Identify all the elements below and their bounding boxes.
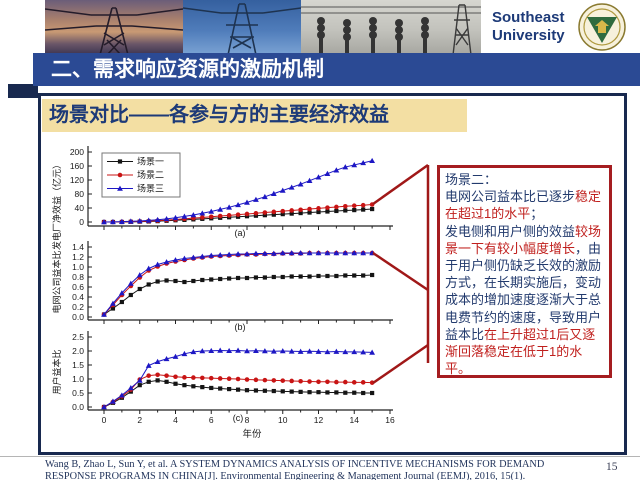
callout-text: 场景二： 电网公司益本比已逐步稳定在超过1的水平； 发电侧和用户侧的效益较场景一下有… bbox=[445, 172, 601, 376]
callout-segment: 发电侧和用户侧的效益 bbox=[445, 223, 576, 239]
svg-text:0.0: 0.0 bbox=[72, 312, 84, 322]
pylon-silhouette-icon bbox=[183, 3, 301, 55]
transmission-tower-silhouette-icon bbox=[45, 7, 183, 55]
svg-text:年份: 年份 bbox=[242, 428, 262, 440]
svg-text:场景一: 场景一 bbox=[137, 157, 164, 167]
svg-text:0.2: 0.2 bbox=[72, 302, 84, 312]
svg-text:0: 0 bbox=[102, 415, 107, 425]
svg-text:0.0: 0.0 bbox=[72, 402, 84, 412]
svg-text:0.5: 0.5 bbox=[72, 388, 84, 398]
svg-text:16: 16 bbox=[385, 415, 395, 425]
blue-sky-pylon-photo bbox=[183, 0, 301, 55]
footer-divider bbox=[0, 456, 640, 457]
svg-text:2.0: 2.0 bbox=[72, 346, 84, 356]
svg-text:0.6: 0.6 bbox=[72, 282, 84, 292]
svg-text:场景三: 场景三 bbox=[137, 184, 164, 194]
citation-text: Wang B, Zhao L, Sun Y, et al. A SYSTEM D… bbox=[45, 459, 545, 480]
svg-text:14: 14 bbox=[350, 415, 360, 425]
svg-text:发电厂净效益（亿元）: 发电厂净效益（亿元） bbox=[51, 160, 62, 250]
slide-title: 二、需求响应资源的激励机制 bbox=[51, 58, 324, 81]
svg-text:(b): (b) bbox=[235, 322, 246, 332]
svg-text:4: 4 bbox=[173, 415, 178, 425]
callout-segment: ； bbox=[530, 206, 544, 222]
svg-text:2: 2 bbox=[137, 415, 142, 425]
svg-text:10: 10 bbox=[278, 415, 288, 425]
callout-segment: 稳定在超过1的水平 bbox=[445, 189, 602, 222]
svg-text:80: 80 bbox=[75, 189, 85, 199]
title-bar: 二、需求响应资源的激励机制 bbox=[33, 53, 640, 86]
university-seal-logo bbox=[577, 2, 627, 52]
svg-text:1.0: 1.0 bbox=[72, 262, 84, 272]
seal-icon bbox=[578, 3, 626, 51]
title-accent-square bbox=[8, 84, 38, 98]
svg-text:40: 40 bbox=[75, 203, 85, 213]
svg-text:2.5: 2.5 bbox=[72, 332, 84, 342]
callout-segment: 场景二： bbox=[445, 172, 498, 187]
header-banner: Southeast University bbox=[0, 0, 640, 55]
svg-text:(a): (a) bbox=[235, 228, 246, 238]
svg-text:1.4: 1.4 bbox=[72, 242, 84, 252]
callout-segment: 电网公司益本比已逐步 bbox=[445, 189, 576, 205]
svg-text:200: 200 bbox=[70, 147, 84, 157]
substation-photo bbox=[301, 0, 481, 55]
callout-segment: 在上升超过1后又逐渐回落稳定在低于1的水平。 bbox=[445, 326, 596, 377]
callout-segment: 较场景一下有较小幅度增长 bbox=[445, 223, 602, 256]
svg-text:0: 0 bbox=[79, 217, 84, 227]
svg-text:用户益本比: 用户益本比 bbox=[51, 349, 62, 394]
svg-text:场景二: 场景二 bbox=[137, 170, 164, 180]
subtitle-highlight: 场景对比——各参与方的主要经济效益 bbox=[42, 99, 467, 132]
svg-text:12: 12 bbox=[314, 415, 324, 425]
svg-text:160: 160 bbox=[70, 161, 84, 171]
svg-text:8: 8 bbox=[245, 415, 250, 425]
svg-text:1.2: 1.2 bbox=[72, 252, 84, 262]
svg-text:120: 120 bbox=[70, 175, 84, 185]
svg-text:0.8: 0.8 bbox=[72, 272, 84, 282]
university-name: Southeast University bbox=[492, 9, 565, 44]
substation-equipment-icon bbox=[301, 4, 481, 55]
callout-segment: ，由于用户侧仍缺乏长效的激励方式，在长期实施后，变动成本的增加速度逐渐大于总电费… bbox=[445, 240, 602, 342]
svg-text:6: 6 bbox=[209, 415, 214, 425]
callout-box: 场景二： 电网公司益本比已逐步稳定在超过1的水平； 发电侧和用户侧的效益较场景一下有… bbox=[437, 165, 612, 378]
svg-text:1.0: 1.0 bbox=[72, 374, 84, 384]
svg-text:(c): (c) bbox=[233, 413, 244, 423]
svg-text:1.5: 1.5 bbox=[72, 360, 84, 370]
svg-text:0.4: 0.4 bbox=[72, 292, 84, 302]
sunset-power-lines-photo bbox=[45, 0, 183, 55]
page-number: 15 bbox=[606, 461, 618, 473]
svg-text:电网公司益本比: 电网公司益本比 bbox=[51, 250, 62, 313]
